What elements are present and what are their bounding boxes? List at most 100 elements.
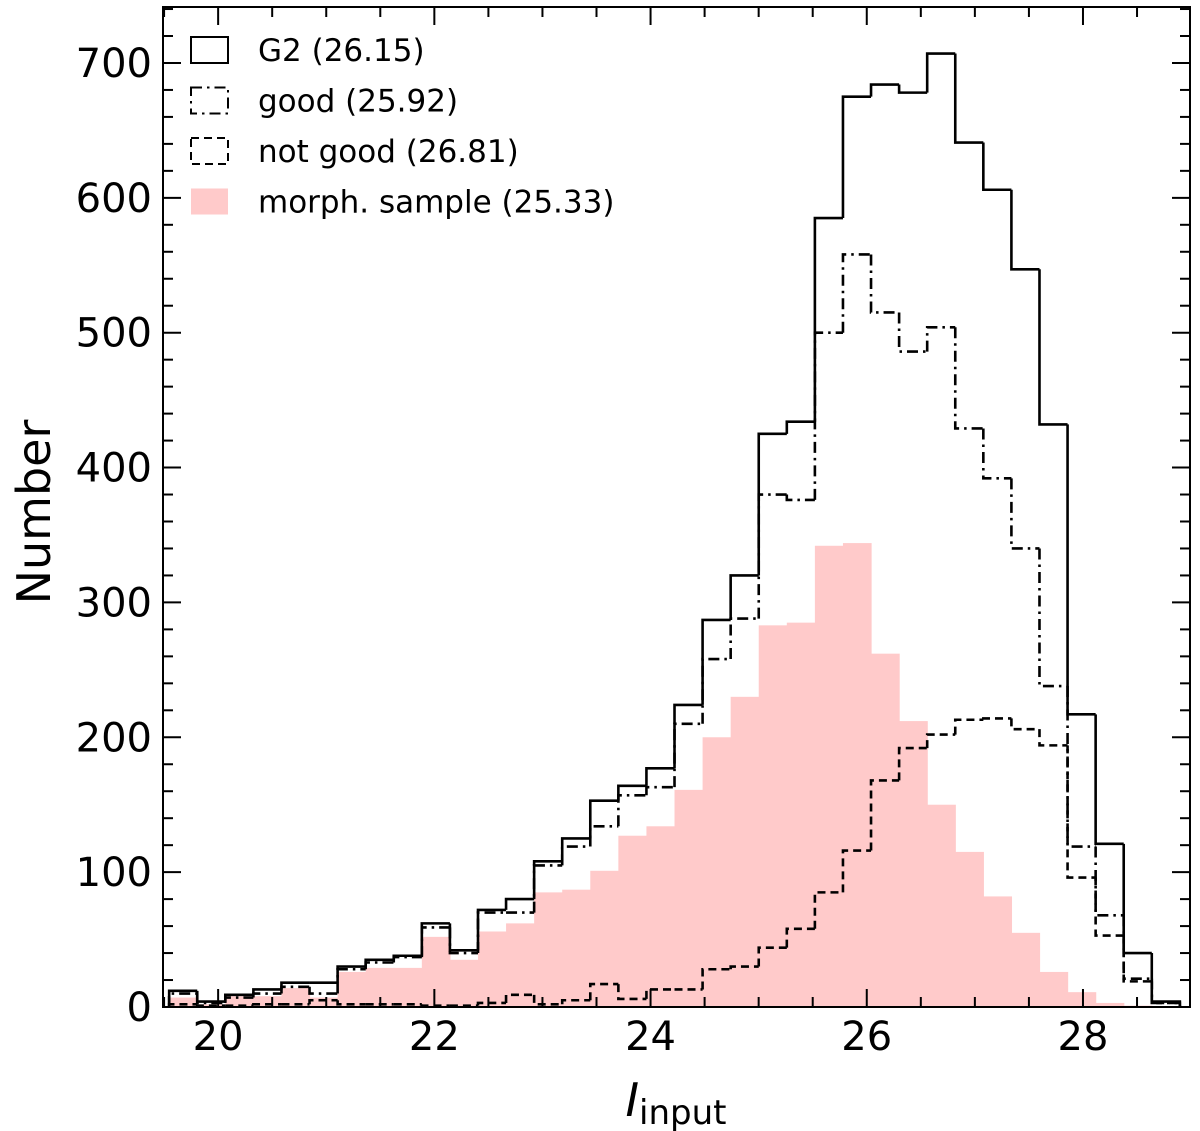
legend-item: not good (26.81): [190, 134, 519, 170]
histogram-step: [195, 990, 226, 1003]
histogram-step: [588, 982, 619, 1001]
histogram-bar: [842, 543, 872, 1007]
histogram-step: [617, 793, 647, 827]
histogram-bar: [309, 997, 339, 1007]
histogram-step: [1094, 846, 1124, 917]
histogram-step: [729, 965, 759, 970]
histogram-step: [476, 911, 507, 954]
histogram-step: [1122, 935, 1152, 983]
legend-swatch: [190, 36, 229, 64]
histogram-step: [560, 998, 591, 1005]
histogram-bar: [281, 988, 311, 1007]
histogram-step: [869, 83, 900, 97]
histogram-step: [673, 722, 703, 788]
histogram-bar: [814, 545, 844, 1007]
legend-label: not good (26.81): [258, 134, 519, 170]
histogram-bar: [169, 997, 198, 1007]
histogram-bar: [674, 789, 704, 1007]
histogram-step: [982, 717, 1012, 720]
histogram-bar: [1095, 1002, 1125, 1007]
histogram-step: [673, 703, 703, 769]
histogram-step: [701, 657, 731, 724]
histogram-step: [1122, 915, 1152, 980]
legend-item: G2 (26.15): [190, 33, 425, 69]
histogram-step: [729, 574, 759, 620]
histogram-bar: [590, 870, 619, 1007]
x-tick-label: 22: [409, 1014, 460, 1060]
histogram-bar: [1067, 992, 1097, 1007]
histogram-step: [448, 923, 478, 952]
histogram-step: [1066, 424, 1096, 716]
histogram-step: [532, 864, 563, 913]
histogram-step: [420, 1004, 450, 1007]
histogram-bar: [1039, 971, 1069, 1007]
histogram-step: [729, 617, 759, 660]
histogram-bar: [477, 931, 507, 1007]
histogram-step: [617, 984, 647, 1001]
histogram-bar: [871, 653, 900, 1007]
histogram-step: [1038, 269, 1068, 426]
histogram-step: [420, 922, 450, 956]
histogram-step: [925, 733, 956, 749]
histogram-bar: [253, 996, 283, 1007]
histogram-step: [897, 746, 928, 781]
histogram-step: [1066, 686, 1096, 848]
histogram-bar: [421, 936, 451, 1007]
histogram-step: [1122, 843, 1152, 955]
histogram-step: [336, 967, 366, 994]
y-tick-label: 0: [127, 985, 152, 1031]
histogram-step: [308, 998, 338, 1005]
histogram-bar: [758, 625, 788, 1007]
histogram-step: [280, 985, 310, 994]
y-tick-label: 300: [76, 580, 152, 626]
histogram-step: [925, 52, 956, 93]
histogram-step: [757, 946, 787, 967]
histogram-bar: [534, 892, 563, 1007]
histogram-step: [785, 927, 815, 948]
histogram-step: [785, 494, 815, 502]
histogram-step: [476, 1001, 507, 1006]
histogram-step: [1066, 745, 1096, 879]
legend-label: morph. sample (25.33): [258, 185, 614, 221]
histogram-step: [560, 837, 591, 862]
x-tick-label: 28: [1058, 1014, 1109, 1060]
histogram-bar: [955, 851, 984, 1007]
histogram-step: [617, 784, 647, 801]
histogram-step: [560, 845, 591, 866]
histogram-step: [167, 992, 198, 1007]
histogram-step: [1010, 478, 1040, 550]
histogram-step: [701, 967, 731, 990]
legend-label: good (25.92): [258, 84, 458, 120]
histogram-step: [785, 420, 815, 434]
legend-label: G2 (26.15): [258, 33, 425, 69]
histogram-step: [645, 785, 675, 796]
histogram-step: [588, 824, 619, 847]
histogram-step: [1038, 729, 1068, 747]
y-tick-label: 700: [76, 41, 152, 87]
histogram-bar: [449, 959, 479, 1007]
x-tick-label: 24: [625, 1014, 676, 1060]
x-axis-label-subscript: input: [639, 1093, 726, 1131]
histogram-bars: [167, 52, 1182, 1007]
x-tick-labels: 20 22 24 26 28: [193, 1014, 1109, 1060]
histogram-step: [224, 996, 254, 1003]
histogram-step: [1094, 714, 1124, 846]
histogram-bar: [225, 996, 254, 1007]
histogram-step: [897, 84, 928, 94]
histogram-step: [841, 95, 872, 219]
histogram-step: [953, 327, 984, 430]
histogram-step: [869, 779, 900, 851]
histogram-bar: [983, 896, 1013, 1007]
histogram-step: [1094, 877, 1124, 937]
legend-item: good (25.92): [190, 84, 458, 120]
histogram-step: [982, 428, 1012, 480]
histogram-bar: [393, 967, 423, 1007]
histogram-bar: [1011, 932, 1041, 1007]
y-tick-label: 400: [76, 446, 152, 492]
histogram-bar: [702, 737, 732, 1007]
histogram-step: [364, 961, 394, 970]
histogram-bar: [786, 622, 816, 1007]
x-axis-label-main: I: [625, 1073, 639, 1127]
y-tick-label: 200: [76, 715, 152, 761]
